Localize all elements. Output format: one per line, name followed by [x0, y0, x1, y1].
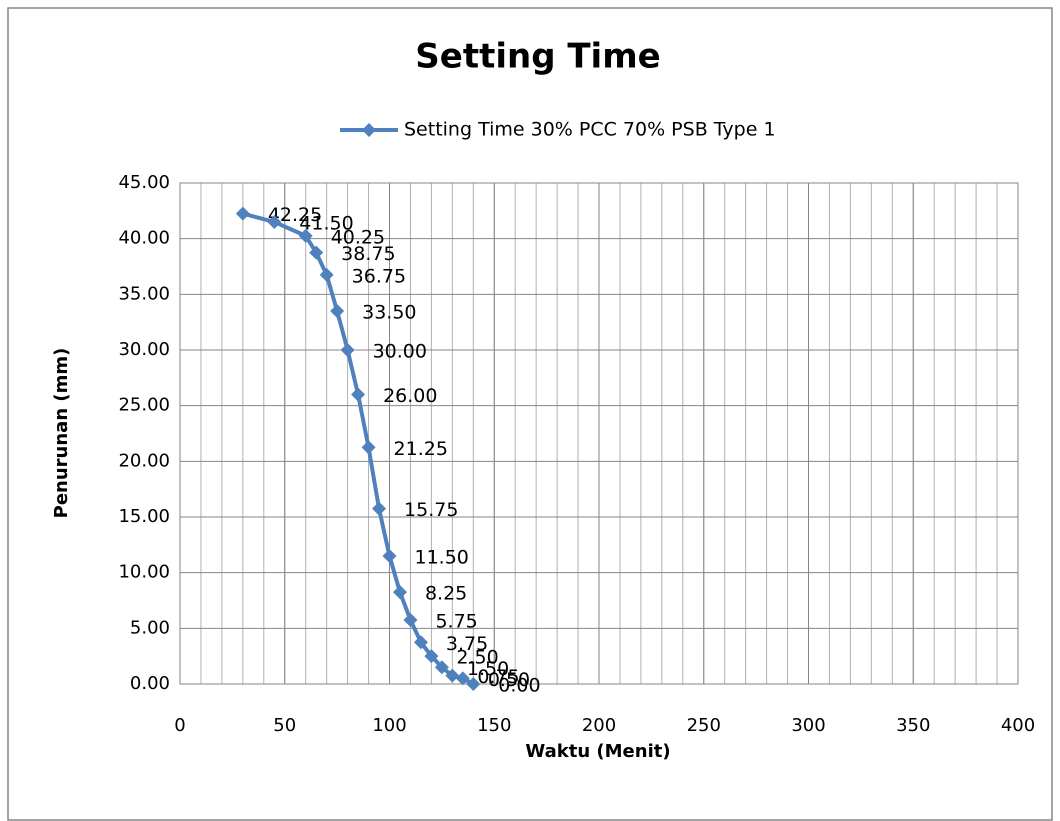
data-label: 21.25	[394, 438, 448, 460]
x-tick-label: 0	[174, 715, 185, 736]
x-tick-label: 100	[372, 715, 406, 736]
x-tick-label: 350	[896, 715, 930, 736]
y-tick-label: 15.00	[118, 506, 170, 527]
x-tick-label: 300	[791, 715, 825, 736]
x-axis-label: Waktu (Menit)	[525, 741, 670, 762]
data-label: 11.50	[415, 546, 469, 568]
data-label: 33.50	[362, 302, 416, 324]
data-label: 15.75	[404, 499, 458, 521]
x-tick-label: 200	[582, 715, 616, 736]
y-tick-label: 30.00	[118, 339, 170, 360]
y-tick-label: 20.00	[118, 450, 170, 471]
data-label: 26.00	[383, 385, 437, 407]
chart-title: Setting Time	[415, 37, 660, 77]
y-tick-label: 45.00	[118, 172, 170, 193]
y-axis-label: Penurunan (mm)	[51, 348, 72, 519]
x-tick-label: 50	[273, 715, 296, 736]
data-label: 36.75	[352, 265, 406, 287]
data-label: 0.00	[498, 675, 540, 697]
y-tick-label: 0.00	[130, 673, 170, 694]
page: {"chart_data": {"type": "line", "title":…	[0, 0, 1060, 821]
x-tick-label: 150	[477, 715, 511, 736]
y-tick-label: 10.00	[118, 562, 170, 583]
chart: Setting Time Waktu (Menit) Penurunan (mm…	[0, 0, 1060, 821]
data-label: 8.25	[425, 583, 467, 605]
data-label: 38.75	[341, 243, 395, 265]
legend-label: Setting Time 30% PCC 70% PSB Type 1	[404, 119, 776, 141]
y-tick-label: 25.00	[118, 395, 170, 416]
data-label: 5.75	[435, 610, 477, 632]
x-tick-label: 250	[687, 715, 721, 736]
y-tick-label: 35.00	[118, 283, 170, 304]
y-tick-label: 40.00	[118, 228, 170, 249]
x-tick-label: 400	[1001, 715, 1035, 736]
data-label: 30.00	[373, 341, 427, 363]
y-tick-label: 5.00	[130, 617, 170, 638]
